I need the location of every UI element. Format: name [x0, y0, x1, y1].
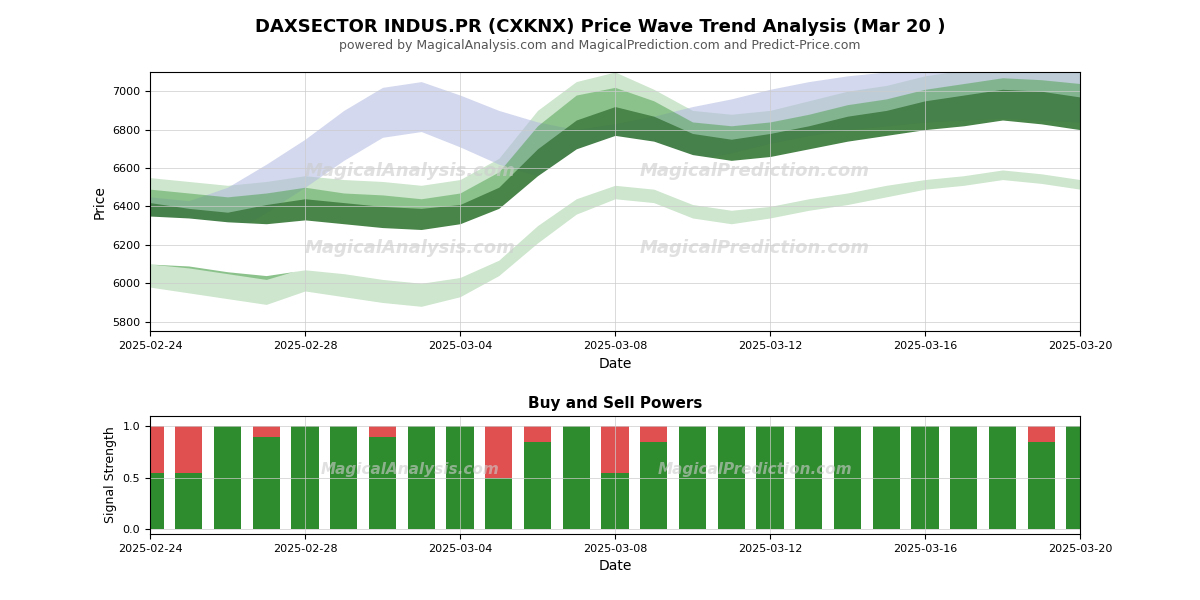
- Bar: [640, 427, 667, 442]
- Text: powered by MagicalAnalysis.com and MagicalPrediction.com and Predict-Price.com: powered by MagicalAnalysis.com and Magic…: [340, 39, 860, 52]
- Bar: [408, 427, 434, 529]
- Bar: [950, 427, 977, 529]
- Text: MagicalPrediction.com: MagicalPrediction.com: [658, 461, 852, 476]
- Text: MagicalPrediction.com: MagicalPrediction.com: [640, 161, 870, 179]
- Bar: [368, 437, 396, 529]
- Bar: [834, 427, 862, 529]
- Bar: [253, 437, 280, 529]
- Text: MagicalAnalysis.com: MagicalAnalysis.com: [305, 239, 516, 257]
- X-axis label: Date: Date: [599, 356, 631, 371]
- Y-axis label: Price: Price: [92, 185, 107, 218]
- Bar: [601, 473, 629, 529]
- Bar: [137, 427, 163, 473]
- Title: Buy and Sell Powers: Buy and Sell Powers: [528, 396, 702, 411]
- Bar: [175, 427, 203, 473]
- Bar: [601, 427, 629, 473]
- Text: DAXSECTOR INDUS.PR (CXKNX) Price Wave Trend Analysis (Mar 20 ): DAXSECTOR INDUS.PR (CXKNX) Price Wave Tr…: [254, 18, 946, 36]
- Bar: [640, 442, 667, 529]
- Bar: [679, 427, 706, 529]
- Bar: [796, 427, 822, 529]
- Bar: [989, 427, 1016, 529]
- Bar: [524, 442, 551, 529]
- Text: MagicalAnalysis.com: MagicalAnalysis.com: [322, 461, 499, 476]
- Bar: [1067, 427, 1093, 529]
- Bar: [1027, 427, 1055, 442]
- Bar: [446, 427, 474, 529]
- Bar: [718, 427, 745, 529]
- Bar: [756, 427, 784, 529]
- Bar: [872, 427, 900, 529]
- Y-axis label: Signal Strength: Signal Strength: [104, 427, 118, 523]
- Text: MagicalPrediction.com: MagicalPrediction.com: [640, 239, 870, 257]
- Bar: [524, 427, 551, 442]
- Text: MagicalAnalysis.com: MagicalAnalysis.com: [305, 161, 516, 179]
- Bar: [1027, 442, 1055, 529]
- Bar: [368, 427, 396, 437]
- Bar: [253, 427, 280, 437]
- Bar: [485, 427, 512, 478]
- X-axis label: Date: Date: [599, 559, 631, 573]
- Bar: [912, 427, 938, 529]
- Bar: [485, 478, 512, 529]
- Bar: [214, 427, 241, 529]
- Bar: [330, 427, 358, 529]
- Bar: [175, 473, 203, 529]
- Bar: [137, 473, 163, 529]
- Bar: [292, 427, 318, 529]
- Bar: [563, 427, 590, 529]
